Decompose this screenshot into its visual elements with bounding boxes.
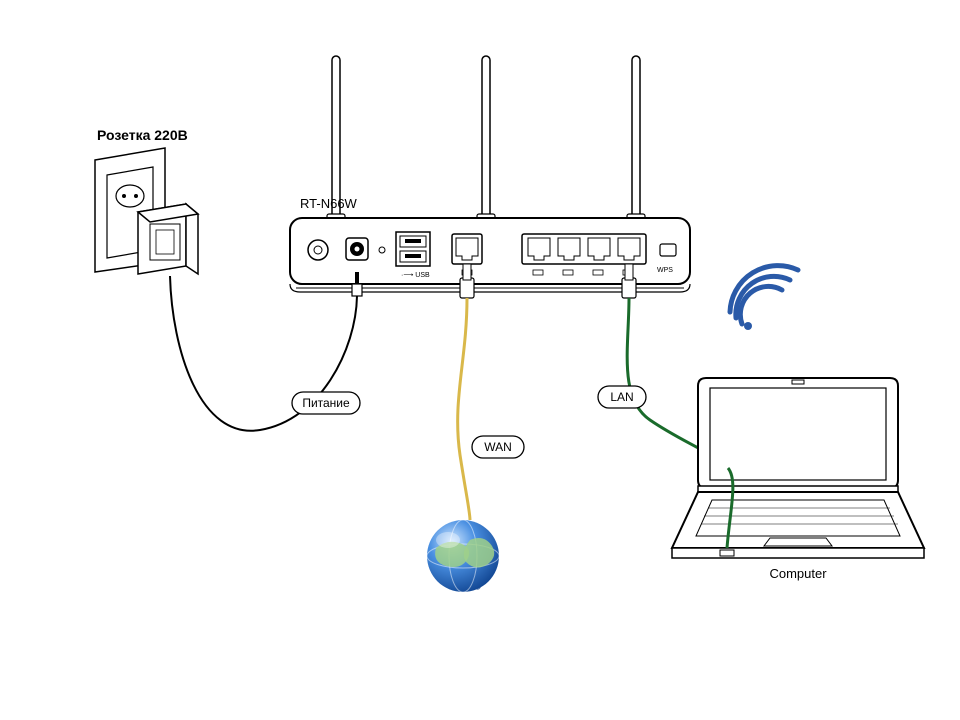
svg-text:LAN: LAN (610, 390, 633, 404)
antenna-icon (482, 56, 490, 220)
power-cable-label: Питание (292, 392, 360, 414)
outlet-label: Розетка 220В (97, 127, 188, 143)
wps-button-icon (660, 244, 676, 256)
globe-icon (427, 520, 499, 592)
usb-port-tag: ·⟶ USB (401, 272, 430, 279)
wan-cable-label: WAN (472, 436, 524, 458)
wifi-icon (730, 266, 798, 330)
wps-port-tag: WPS (657, 267, 673, 274)
computer-label: Computer (769, 566, 827, 581)
power-adapter-icon (138, 204, 198, 274)
antenna-icon (632, 56, 640, 220)
svg-text:WAN: WAN (484, 440, 512, 454)
wan-port-icon (452, 234, 482, 264)
dc-jack-icon (346, 238, 368, 260)
svg-text:Питание: Питание (302, 396, 350, 410)
lan-cable-label: LAN (598, 386, 646, 408)
power-button-icon (308, 240, 328, 260)
router-antennas (327, 56, 645, 224)
usb-ports-icon (396, 232, 430, 266)
router-model-label: RT-N66W (300, 196, 358, 211)
laptop-icon (672, 378, 924, 558)
